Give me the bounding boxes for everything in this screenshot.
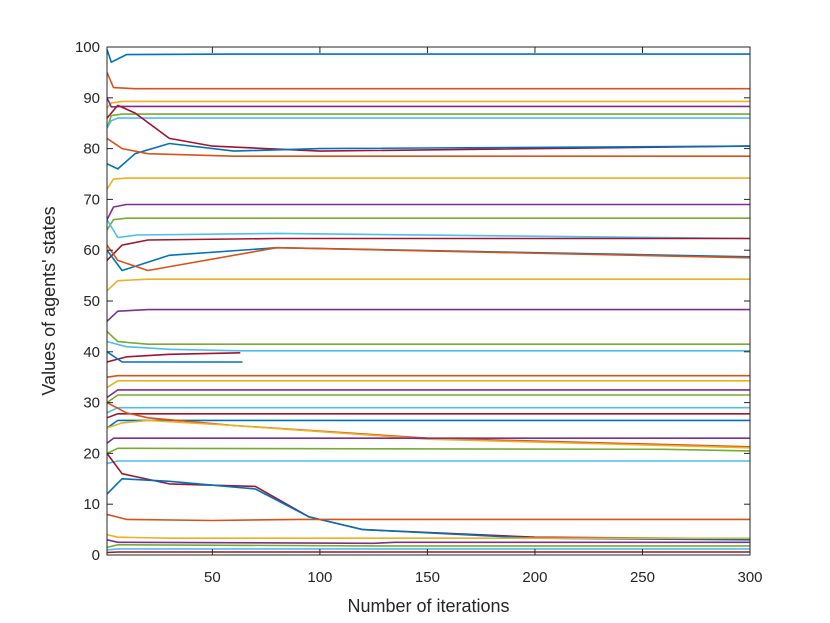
series-line-10 [107, 177, 750, 190]
series-line-22 [107, 351, 243, 363]
series-line-5 [107, 113, 750, 129]
series-line-20 [107, 340, 750, 352]
series-line-1 [107, 49, 750, 64]
series-line-35 [107, 452, 750, 540]
series-line-31 [107, 419, 750, 449]
y-tick-label-20: 20 [83, 445, 100, 462]
series-line-9 [107, 137, 750, 157]
series-line-30 [107, 401, 750, 448]
y-axis-ticks: 0 10 20 30 40 50 60 70 80 90 100 [75, 39, 750, 564]
y-tick-label-40: 40 [83, 344, 100, 361]
y-tick-label-30: 30 [83, 395, 100, 412]
series-line-13 [107, 219, 750, 240]
series-line-28 [107, 412, 750, 419]
x-tick-label-250: 250 [630, 569, 655, 586]
series-line-18 [107, 308, 750, 322]
series-line-23 [107, 374, 750, 378]
series-layer [107, 49, 750, 554]
series-line-11 [107, 203, 750, 221]
series-line-7 [107, 104, 750, 152]
series-line-25 [107, 389, 750, 399]
y-tick-label-50: 50 [83, 293, 100, 310]
x-tick-label-50: 50 [204, 569, 221, 586]
series-line-37 [107, 513, 750, 522]
series-line-41 [107, 548, 750, 551]
series-line-24 [107, 379, 750, 389]
x-tick-label-100: 100 [307, 569, 332, 586]
x-axis-label: Number of iterations [347, 596, 509, 616]
series-line-36 [107, 477, 750, 541]
series-line-14 [107, 237, 750, 261]
series-line-40 [107, 543, 750, 549]
y-tick-label-90: 90 [83, 90, 100, 107]
series-line-42 [107, 551, 750, 554]
series-line-3 [107, 100, 750, 109]
series-line-33 [107, 447, 750, 455]
y-axis-label: Values of agents' states [39, 206, 59, 395]
plot-area [107, 47, 750, 555]
y-tick-label-0: 0 [92, 547, 100, 564]
series-line-17 [107, 278, 750, 292]
series-line-38 [107, 533, 750, 540]
series-line-6 [107, 117, 750, 129]
series-line-32 [107, 437, 750, 444]
series-line-34 [107, 460, 750, 465]
series-line-21 [107, 352, 241, 363]
x-tick-label-200: 200 [522, 569, 547, 586]
series-line-39 [107, 539, 750, 545]
y-tick-label-80: 80 [83, 141, 100, 158]
series-line-8 [107, 142, 750, 170]
y-tick-label-100: 100 [75, 39, 100, 56]
y-tick-label-60: 60 [83, 242, 100, 259]
x-axis-ticks: 50 100 150 200 250 300 [204, 47, 763, 586]
x-tick-label-150: 150 [415, 569, 440, 586]
series-line-2 [107, 72, 750, 90]
series-line-19 [107, 330, 750, 346]
series-line-16 [107, 244, 750, 272]
y-tick-label-10: 10 [83, 496, 100, 513]
y-tick-label-70: 70 [83, 191, 100, 208]
series-line-29 [107, 419, 750, 429]
x-tick-label-300: 300 [737, 569, 762, 586]
series-line-26 [107, 394, 750, 404]
